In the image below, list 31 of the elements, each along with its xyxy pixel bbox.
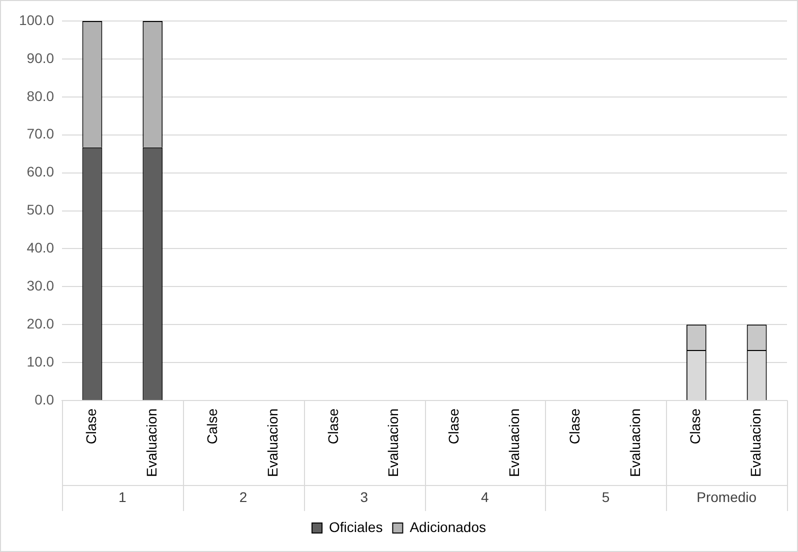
y-tick-label: 70.0 bbox=[26, 126, 54, 142]
x-tick-label: Calse bbox=[204, 408, 220, 444]
legend-label: Oficiales bbox=[329, 518, 383, 535]
text: 5 bbox=[602, 488, 610, 505]
text: 1 bbox=[118, 488, 127, 505]
text: 3 bbox=[360, 488, 368, 505]
x-tick-label: Evaluacion bbox=[506, 408, 522, 478]
y-tick-label: 30.0 bbox=[26, 278, 54, 294]
x-tick-label: Evaluacion bbox=[264, 408, 280, 478]
x-tick-label: Evaluacion bbox=[385, 408, 402, 478]
y-tick-label: 0.0 bbox=[34, 391, 54, 408]
y-tick-label: 20.0 bbox=[26, 315, 54, 332]
y-tick-label: 10.0 bbox=[26, 353, 54, 370]
y-tick-label: 40.0 bbox=[26, 240, 54, 256]
y-tick-label: 100.0 bbox=[18, 12, 54, 28]
x-tick-label: Clase bbox=[566, 408, 582, 444]
text: Promedio bbox=[696, 488, 757, 505]
x-tick-label: Evaluacion bbox=[626, 408, 643, 478]
y-tick-label: 50.0 bbox=[26, 202, 54, 218]
x-tick-label: Clase bbox=[687, 408, 704, 444]
y-tick-label: 90.0 bbox=[26, 50, 54, 66]
x-tick-label: Evaluacion bbox=[144, 408, 160, 478]
x-tick-label: Clase bbox=[324, 408, 341, 444]
x-tick-label: Clase bbox=[83, 408, 100, 444]
text: 2 bbox=[239, 488, 248, 505]
y-tick-label: 80.0 bbox=[26, 88, 54, 104]
text: 4 bbox=[481, 488, 490, 505]
x-tick-label: Evaluacion bbox=[748, 408, 764, 478]
x-tick-label: Clase bbox=[446, 408, 462, 444]
legend-label: Adicionados bbox=[410, 518, 486, 535]
y-tick-label: 60.0 bbox=[26, 164, 54, 180]
